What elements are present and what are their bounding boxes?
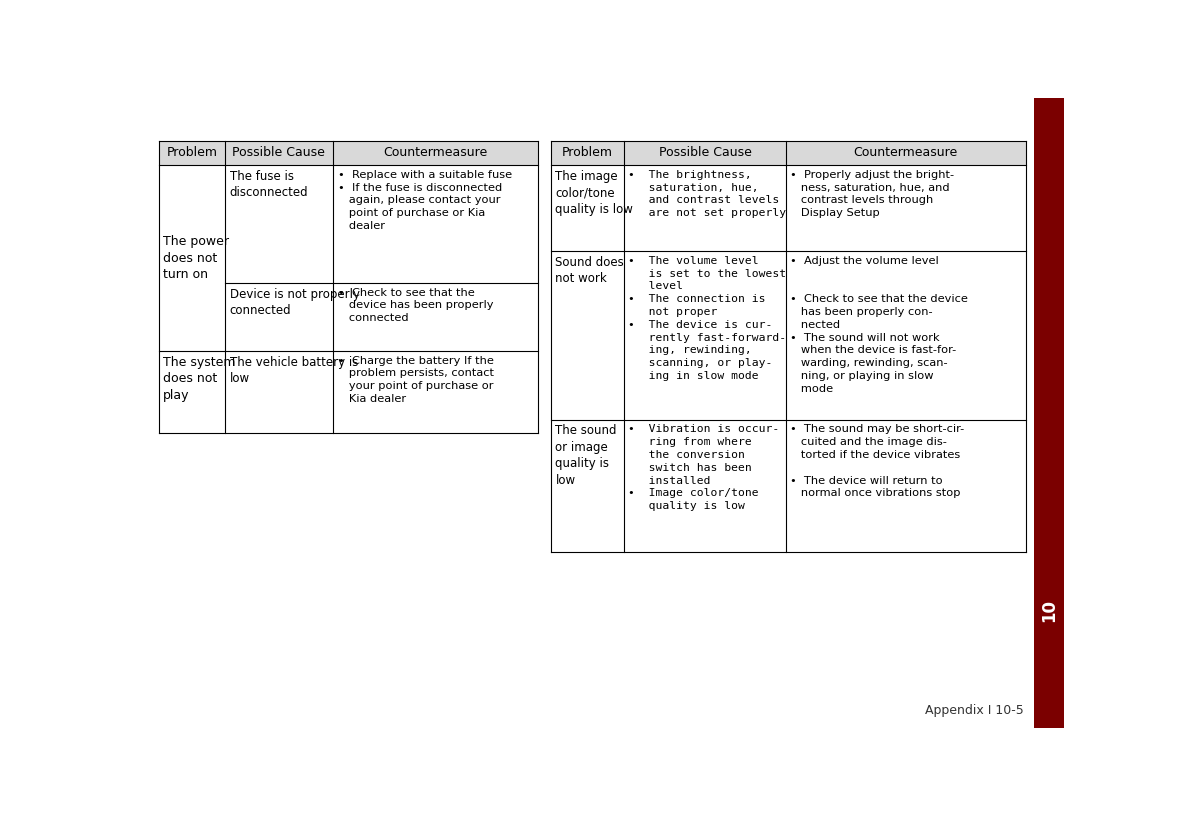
Text: •  The brightness,
   saturation, hue,
   and contrast levels
   are not set pro: • The brightness, saturation, hue, and c… xyxy=(629,170,786,218)
Text: Problem: Problem xyxy=(167,146,217,160)
Text: •  The volume level
   is set to the lowest
   level
•  The connection is
   not: • The volume level is set to the lowest … xyxy=(629,256,786,381)
Text: Problem: Problem xyxy=(563,146,613,160)
Text: The vehicle battery is
low: The vehicle battery is low xyxy=(229,356,358,385)
Text: •  Properly adjust the bright-
   ness, saturation, hue, and
   contrast levels : • Properly adjust the bright- ness, satu… xyxy=(790,170,954,218)
Text: The sound
or image
quality is
low: The sound or image quality is low xyxy=(556,425,617,487)
Text: •  Vibration is occur-
   ring from where
   the conversion
   switch has been
 : • Vibration is occur- ring from where th… xyxy=(629,425,779,511)
Text: Sound does
not work: Sound does not work xyxy=(556,256,624,285)
Text: The power
does not
turn on: The power does not turn on xyxy=(163,235,229,281)
Text: The system
does not
play: The system does not play xyxy=(163,356,235,402)
Text: The image
color/tone
quality is low: The image color/tone quality is low xyxy=(556,170,634,216)
Bar xyxy=(158,141,538,165)
Text: Device is not properly
connected: Device is not properly connected xyxy=(229,288,359,317)
Text: •  The sound may be short-cir-
   cuited and the image dis-
   torted if the dev: • The sound may be short-cir- cuited and… xyxy=(790,425,965,498)
Bar xyxy=(1033,98,1064,728)
Text: Appendix I 10-5: Appendix I 10-5 xyxy=(924,703,1024,717)
Text: •  Check to see that the
   device has been properly
   connected: • Check to see that the device has been … xyxy=(338,288,493,323)
Text: •  Charge the battery If the
   problem persists, contact
   your point of purch: • Charge the battery If the problem pers… xyxy=(338,356,494,404)
Bar xyxy=(1033,576,1064,645)
Text: Countermeasure: Countermeasure xyxy=(853,146,957,160)
Bar xyxy=(551,141,1026,165)
Text: Possible Cause: Possible Cause xyxy=(658,146,752,160)
Text: 10: 10 xyxy=(1040,599,1058,622)
Text: •  Replace with a suitable fuse
•  If the fuse is disconnected
   again, please : • Replace with a suitable fuse • If the … xyxy=(338,170,512,231)
Text: Countermeasure: Countermeasure xyxy=(383,146,487,160)
Text: The fuse is
disconnected: The fuse is disconnected xyxy=(229,170,309,200)
Text: •  Adjust the volume level


•  Check to see that the device
   has been properl: • Adjust the volume level • Check to see… xyxy=(790,256,968,393)
Text: Possible Cause: Possible Cause xyxy=(233,146,325,160)
